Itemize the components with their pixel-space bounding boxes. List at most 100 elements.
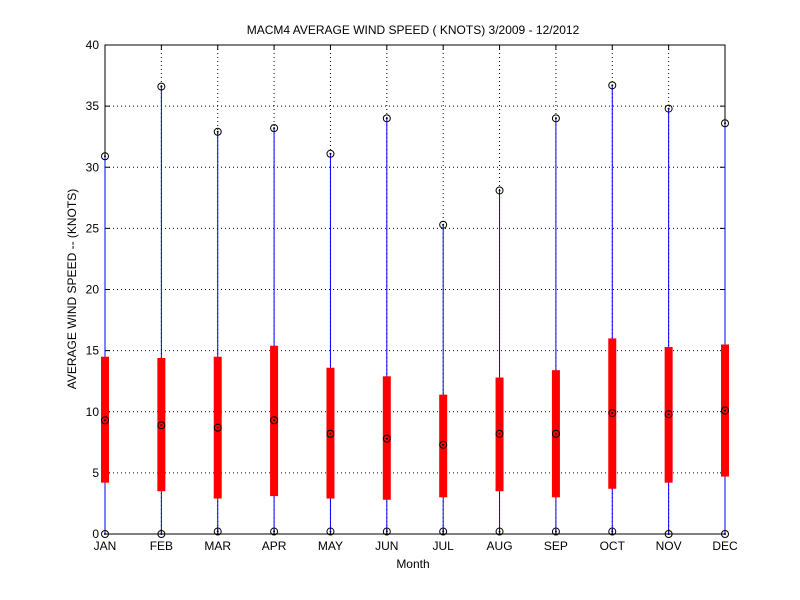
median-marker [664,410,673,419]
min-marker [439,527,448,536]
median-marker [326,429,335,438]
y-tick-label: 30 [86,160,100,174]
y-tick-label: 5 [92,466,99,480]
y-tick-label: 20 [86,283,100,297]
max-marker [721,119,729,128]
min-marker-dot [160,533,163,535]
min-marker [495,527,504,536]
min-marker-dot [385,530,388,533]
min-marker-dot [329,530,332,533]
max-marker [326,149,335,158]
grid [105,45,725,534]
y-axis-label: AVERAGE WIND SPEED -- (KNOTS) [65,189,79,389]
median-marker [439,440,448,449]
max-marker-dot [160,85,163,88]
max-marker [270,124,279,133]
y-tick-label: 35 [86,99,100,113]
plot-marks [101,81,729,538]
y-tick-label: 25 [86,221,100,235]
min-marker [213,527,222,536]
min-marker-dot [724,533,726,535]
median-marker-dot [498,432,501,435]
min-marker [382,527,391,536]
x-axis-label: Month [396,557,429,571]
x-tick-label: JUN [375,539,398,553]
x-tick-label: DEC [712,539,738,553]
tick-labels: 0 5 10 15 20 25 30 35 40 JAN FEB MAR APR MAY JUN JUL AUG… [86,38,738,553]
x-tick-label: SEP [544,539,568,553]
max-marker [664,104,673,113]
x-tick-label: OCT [600,539,626,553]
min-marker-dot [273,530,276,533]
median-marker-dot [611,411,614,414]
y-tick-label: 10 [86,405,100,419]
max-marker-dot [216,130,219,133]
y-tick-label: 40 [86,38,100,52]
median-marker [157,421,166,430]
max-marker-dot [667,107,670,110]
max-marker [608,81,617,90]
min-marker [721,530,729,538]
max-marker-dot [498,189,501,192]
median-marker [270,416,279,425]
x-tick-label: MAY [318,539,343,553]
max-marker-dot [442,223,445,226]
median-marker-dot [554,432,557,435]
median-marker-dot [442,443,445,446]
x-tick-label: JUL [433,539,455,553]
median-marker [551,429,560,438]
max-marker [213,127,222,136]
chart-title: MACM4 AVERAGE WIND SPEED ( KNOTS) 3/2009… [247,23,580,37]
x-tick-label: FEB [150,539,173,553]
max-marker-dot [104,155,106,158]
min-marker-dot [667,533,670,535]
median-marker-dot [273,419,276,422]
median-marker-dot [667,413,670,416]
max-marker [551,114,560,123]
y-tick-label: 0 [92,527,99,541]
median-marker [721,406,729,415]
x-tick-label: APR [262,539,287,553]
max-marker-dot [329,152,332,155]
median-marker [495,429,504,438]
min-marker-dot [611,530,614,533]
min-marker [608,527,617,536]
max-marker [101,152,109,161]
min-marker-dot [554,530,557,533]
median-marker-dot [329,432,332,435]
max-marker-dot [385,117,388,120]
min-marker [664,530,673,538]
min-marker [551,527,560,536]
median-marker [382,434,391,443]
x-tick-label: JAN [94,539,117,553]
median-marker [213,423,222,432]
iqr-bar [439,394,448,498]
min-marker [326,527,335,536]
y-tick-label: 15 [86,344,100,358]
min-marker [157,530,166,538]
max-marker [439,220,448,229]
max-marker-dot [554,117,557,120]
x-tick-label: MAR [204,539,231,553]
min-marker [270,527,279,536]
median-marker-dot [385,437,388,440]
min-marker [101,530,109,538]
min-marker-dot [498,530,501,533]
median-marker-dot [216,426,219,429]
min-marker-dot [442,530,445,533]
median-marker [101,416,109,425]
median-marker [608,408,617,417]
max-marker-dot [273,127,276,130]
x-tick-label: NOV [656,539,682,553]
x-tick-label: AUG [487,539,513,553]
max-marker [157,82,166,91]
median-marker-dot [724,409,726,412]
median-marker-dot [160,424,163,427]
median-marker-dot [104,419,106,422]
max-marker [382,114,391,123]
min-marker-dot [104,533,106,535]
max-marker [495,186,504,195]
max-marker-dot [724,122,726,125]
max-marker-dot [611,84,614,87]
